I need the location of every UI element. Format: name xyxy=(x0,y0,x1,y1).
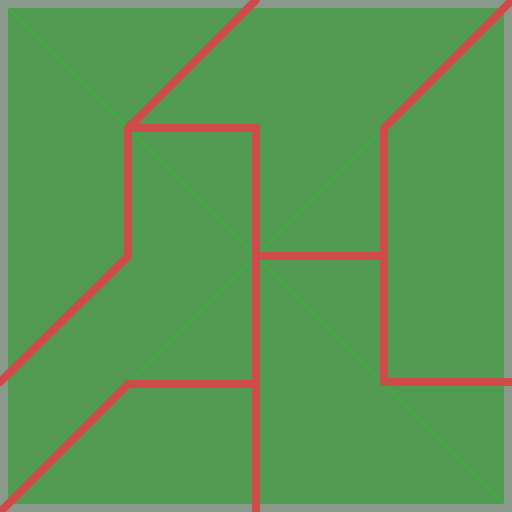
path-segment-c[interactable] xyxy=(0,380,260,512)
path-segment-e[interactable] xyxy=(380,0,512,386)
path-segment-a[interactable] xyxy=(0,0,260,386)
